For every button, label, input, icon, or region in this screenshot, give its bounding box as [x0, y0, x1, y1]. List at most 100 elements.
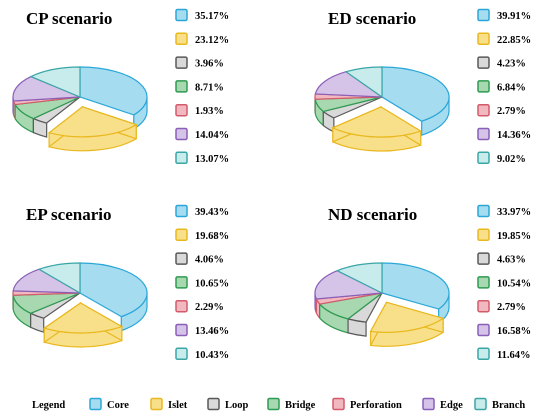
pie-slice-islet [47, 106, 138, 138]
data-label-core: 39.91% [497, 11, 531, 22]
legend-item-islet: Islet [168, 400, 188, 411]
data-label-bridge: 8.71% [195, 82, 224, 93]
pie-3d [314, 66, 450, 152]
data-label-loop: 3.96% [195, 59, 224, 70]
legend-swatch-edge [422, 397, 435, 411]
swatch-core [477, 8, 490, 22]
chart-title: ED scenario [328, 9, 416, 28]
legend-swatch-loop [207, 397, 220, 411]
swatch-branch [477, 151, 490, 165]
legend-swatch-branch [474, 397, 487, 411]
pie-slice-islet [331, 106, 423, 138]
data-label-edge: 14.04% [195, 130, 229, 141]
legend-item-core: Core [107, 400, 129, 411]
swatch-perforation [175, 299, 188, 313]
pie-slice-core [381, 262, 450, 310]
pie-slice-core [79, 66, 148, 116]
swatch-islet [477, 228, 490, 242]
data-label-perforation: 2.79% [497, 106, 526, 117]
data-label-perforation: 1.93% [195, 106, 224, 117]
pie-slice-edge [12, 75, 81, 102]
swatch-branch [477, 347, 490, 361]
data-label-branch: 11.64% [497, 350, 531, 361]
data-label-islet: 19.85% [497, 231, 531, 242]
swatch-loop [175, 252, 188, 265]
pie-slice-islet [369, 301, 445, 333]
data-label-loop: 4.23% [497, 59, 526, 70]
pie-panel-cp-scenario: CP scenario 35.17% 23.12% 3.96% 8.71% 1.93% 14… [12, 8, 229, 165]
pie-3d [314, 262, 450, 347]
pie-3d [12, 66, 148, 152]
chart-title: ND scenario [328, 205, 417, 224]
swatch-bridge [175, 276, 188, 289]
data-label-islet: 22.85% [497, 35, 531, 46]
pie-slice-core [79, 262, 148, 318]
swatch-branch [175, 347, 188, 361]
legend-item-perforation: Perforation [350, 400, 402, 411]
data-label-core: 33.97% [497, 207, 531, 218]
swatch-edge [175, 323, 188, 337]
swatch-islet [477, 32, 490, 46]
data-label-perforation: 2.79% [497, 302, 526, 313]
pie-slice-branch [335, 262, 383, 294]
swatch-islet [175, 32, 188, 46]
swatch-perforation [477, 299, 490, 313]
data-label-islet: 19.68% [195, 231, 229, 242]
data-label-bridge: 10.54% [497, 278, 531, 289]
swatch-loop [477, 252, 490, 265]
data-label-branch: 10.43% [195, 350, 229, 361]
legend-item-branch: Branch [492, 400, 525, 411]
legend: Legend Core Islet Loop Bridge Perforation Edge… [32, 397, 525, 411]
data-label-edge: 16.58% [497, 326, 531, 337]
swatch-perforation [175, 103, 188, 117]
pie-slice-edge [12, 268, 81, 294]
data-label-branch: 13.07% [195, 154, 229, 165]
swatch-bridge [175, 80, 188, 93]
swatch-loop [477, 56, 490, 69]
swatch-bridge [477, 276, 490, 289]
data-label-loop: 4.06% [195, 255, 224, 266]
chart-title: EP scenario [26, 205, 111, 224]
data-label-loop: 4.63% [497, 255, 526, 266]
swatch-loop [175, 56, 188, 69]
pie-slice-edge [314, 71, 385, 98]
legend-swatch-core [89, 397, 102, 411]
data-label-bridge: 10.65% [195, 278, 229, 289]
legend-title: Legend [32, 400, 65, 411]
pie-slice-branch [37, 262, 81, 295]
pie-panel-ep-scenario: EP scenario 39.43% 19.68% 4.06% 10.65% 2.29% 1… [12, 204, 229, 361]
legend-item-bridge: Bridge [285, 400, 316, 411]
swatch-edge [477, 127, 490, 141]
pie-slice-branch [344, 66, 383, 99]
pie-slice-core [381, 66, 450, 122]
swatch-edge [175, 127, 188, 141]
data-label-edge: 14.36% [497, 130, 531, 141]
legend-swatch-perforation [332, 397, 345, 411]
data-label-perforation: 2.29% [195, 302, 224, 313]
swatch-core [477, 204, 490, 218]
legend-swatch-islet [150, 397, 163, 411]
swatch-core [175, 8, 188, 22]
data-label-core: 35.17% [195, 11, 229, 22]
swatch-perforation [477, 103, 490, 117]
data-label-branch: 9.02% [497, 154, 526, 165]
pie-slice-branch [29, 66, 81, 98]
swatch-bridge [477, 80, 490, 93]
swatch-core [175, 204, 188, 218]
legend-swatch-bridge [267, 397, 280, 411]
pie-3d [12, 262, 148, 348]
pie-panel-ed-scenario: ED scenario 39.91% 22.85% 4.23% 6.84% 2.79% 14… [314, 8, 531, 165]
data-label-edge: 13.46% [195, 326, 229, 337]
swatch-branch [175, 151, 188, 165]
pie-slice-islet [42, 302, 124, 334]
legend-item-loop: Loop [225, 400, 249, 411]
data-label-islet: 23.12% [195, 35, 229, 46]
swatch-edge [477, 323, 490, 337]
swatch-islet [175, 228, 188, 242]
legend-item-edge: Edge [440, 400, 463, 411]
pie-panel-nd-scenario: ND scenario 33.97% 19.85% 4.63% 10.54% 2.79% 1… [314, 204, 531, 361]
data-label-core: 39.43% [195, 207, 229, 218]
data-label-bridge: 6.84% [497, 82, 526, 93]
chart-title: CP scenario [26, 9, 112, 28]
